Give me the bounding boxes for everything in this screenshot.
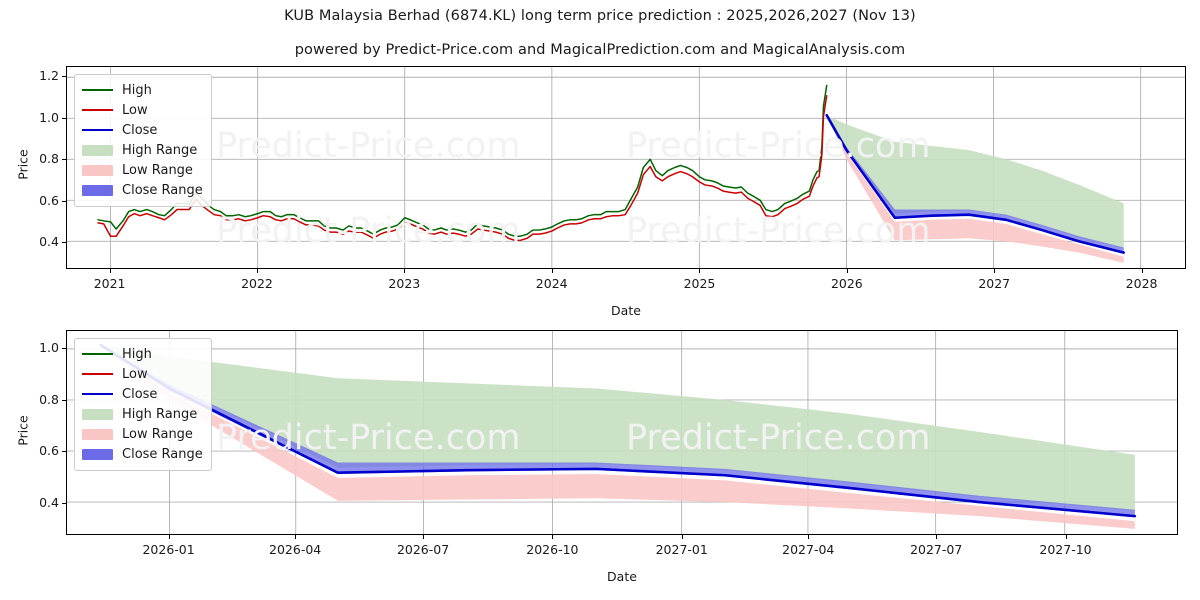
y-tick-mark [62, 399, 66, 401]
legend-item: Low Range [82, 160, 203, 180]
legend-item: Close [82, 384, 203, 404]
legend-item: Close Range [82, 444, 203, 464]
legend-swatch-patch-icon [82, 408, 113, 420]
legend-swatch-patch-icon [82, 448, 113, 460]
x-tick-label: 2026-07 [396, 542, 450, 557]
legend-item: Close [82, 120, 203, 140]
y-tick-mark [62, 348, 66, 350]
x-tick-mark [109, 269, 111, 273]
legend-item-label: High Range [122, 142, 198, 158]
legend-swatch-line-icon [82, 388, 113, 401]
legend-swatch-line-icon [82, 368, 113, 381]
x-tick-mark [681, 535, 683, 539]
legend-top: High Low Close High Range Low Range Close Ran… [74, 74, 212, 207]
x-tick-label: 2028 [1125, 276, 1158, 291]
legend-item-label: Close [122, 122, 158, 138]
legend-swatch-patch-icon [82, 164, 113, 176]
y-tick-label: 0.6 [39, 443, 59, 459]
x-tick-mark [1141, 269, 1143, 273]
y-tick-mark [62, 159, 66, 161]
legend-item-label: High [122, 82, 152, 98]
x-tick-label: 2027-04 [782, 542, 835, 557]
legend-item: Close Range [82, 180, 203, 200]
x-tick-label: 2026 [830, 276, 863, 291]
legend-item: Low [82, 100, 203, 120]
y-tick-mark [62, 451, 66, 453]
x-tick-label: 2026-01 [142, 542, 195, 557]
x-tick-mark [994, 269, 996, 273]
legend-swatch-line-icon [82, 348, 113, 361]
legend-item-label: High Range [122, 406, 198, 422]
y-tick-mark [62, 242, 66, 244]
legend-item: Low Range [82, 424, 203, 444]
legend-swatch-patch-icon [82, 428, 113, 440]
page-subtitle: powered by Predict-Price.com and Magical… [294, 42, 906, 58]
legend-bottom: High Low Close High Range Low Range Close Ran… [74, 338, 212, 471]
legend-item-label: Low Range [122, 426, 193, 442]
legend-item: High [82, 80, 203, 100]
x-axis-label-top: Date [611, 303, 641, 318]
x-tick-mark [808, 535, 810, 539]
x-tick-label: 2026-10 [526, 542, 579, 557]
x-tick-mark [295, 535, 297, 539]
x-tick-label: 2027-07 [910, 542, 963, 557]
x-tick-label: 2025 [683, 276, 716, 291]
x-axis-label-bottom: Date [607, 569, 637, 584]
chart-canvas-top [67, 67, 1185, 268]
y-tick-label: 0.8 [39, 151, 59, 167]
legend-swatch-patch-icon [82, 184, 113, 196]
x-tick-label: 2027-10 [1039, 542, 1092, 557]
x-tick-label: 2024 [535, 276, 568, 291]
legend-item-label: Close Range [122, 182, 203, 198]
legend-item-label: Close [122, 386, 158, 402]
x-tick-mark [256, 269, 258, 273]
x-tick-label: 2022 [241, 276, 273, 291]
y-tick-label: 0.8 [39, 391, 59, 407]
x-tick-label: 2021 [93, 276, 126, 291]
x-tick-mark [552, 535, 554, 539]
legend-item-label: Close Range [122, 446, 203, 462]
x-tick-mark [168, 535, 170, 539]
legend-item: High Range [82, 404, 203, 424]
legend-swatch-line-icon [82, 104, 113, 117]
y-tick-mark [62, 76, 66, 78]
x-tick-mark [936, 535, 938, 539]
x-tick-mark [846, 269, 848, 273]
legend-item: Low [82, 364, 203, 384]
y-tick-mark [62, 117, 66, 119]
legend-item-label: Low Range [122, 162, 193, 178]
x-tick-label: 2027 [978, 276, 1011, 291]
y-tick-label: 0.4 [39, 234, 59, 250]
x-tick-label: 2023 [388, 276, 421, 291]
x-tick-mark [404, 269, 406, 273]
x-tick-mark [423, 535, 425, 539]
y-tick-label: 0.4 [39, 494, 59, 510]
legend-item-label: High [122, 346, 152, 362]
price-history-prediction-chart [66, 66, 1186, 269]
chart-canvas-bottom [67, 331, 1177, 534]
legend-swatch-line-icon [82, 84, 113, 97]
y-tick-label: 1.2 [39, 68, 59, 84]
y-tick-mark [62, 502, 66, 504]
legend-item-label: Low [122, 366, 148, 382]
x-tick-label: 2027-01 [655, 542, 708, 557]
y-tick-label: 1.0 [39, 109, 59, 125]
y-tick-label: 1.0 [39, 340, 59, 356]
legend-swatch-line-icon [82, 124, 113, 137]
y-tick-mark [62, 200, 66, 202]
y-tick-label: 0.6 [39, 192, 59, 208]
x-tick-label: 2026-04 [269, 542, 322, 557]
x-tick-mark [699, 269, 701, 273]
legend-item-label: Low [122, 102, 148, 118]
prediction-detail-chart [66, 330, 1178, 535]
page-title: KUB Malaysia Berhad (6874.KL) long term … [284, 8, 916, 24]
legend-swatch-patch-icon [82, 144, 113, 156]
legend-item: High Range [82, 140, 203, 160]
legend-item: High [82, 344, 203, 364]
x-tick-mark [1065, 535, 1067, 539]
x-tick-mark [551, 269, 553, 273]
